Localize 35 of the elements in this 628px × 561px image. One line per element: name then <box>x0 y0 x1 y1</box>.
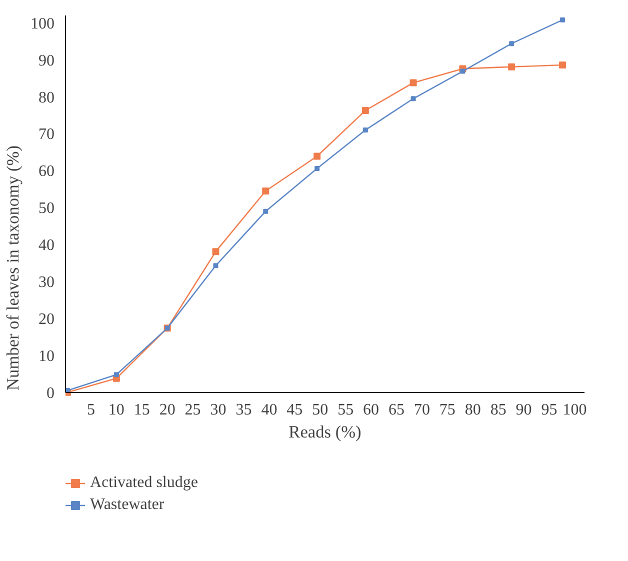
x-tick-label: 25 <box>184 401 201 418</box>
x-tick-label: 30 <box>210 401 226 418</box>
x-tick-label: 95 <box>541 401 558 418</box>
legend-label: Activated sludge <box>90 474 198 492</box>
x-tick-label: 65 <box>388 401 404 418</box>
x-tick-label: 40 <box>261 401 278 418</box>
x-tick-label: 80 <box>464 401 481 418</box>
x-tick-label: 60 <box>363 401 380 418</box>
x-tick-label: 5 <box>86 401 95 418</box>
y-tick-label: 100 <box>30 15 54 32</box>
y-tick-label: 90 <box>38 52 54 70</box>
legend-label: Wastewater <box>90 496 164 514</box>
x-tick-label: 90 <box>516 401 532 418</box>
x-axis-title: Reads (%) <box>288 422 362 442</box>
x-tick-label: 75 <box>439 401 456 418</box>
y-tick-label: 80 <box>38 89 54 106</box>
y-tick-label: 10 <box>38 348 54 365</box>
x-tick-label: 70 <box>414 401 430 418</box>
x-tick-label: 100 <box>562 401 587 418</box>
y-axis-title: Number of leaves in taxonomy (%) <box>4 145 22 390</box>
x-tick-label: 50 <box>312 401 328 418</box>
y-tick-label: 40 <box>38 237 54 254</box>
x-tick-label: 15 <box>134 401 150 418</box>
y-tick-label: 20 <box>38 310 54 328</box>
y-tick-label: 30 <box>38 274 54 292</box>
y-tick-label: 50 <box>38 200 54 218</box>
x-tick-label: 85 <box>490 401 506 418</box>
x-tick-label: 45 <box>286 401 303 418</box>
x-tick-label: 10 <box>108 401 124 418</box>
x-tick-label: 20 <box>159 401 176 418</box>
x-tick-label: 55 <box>338 401 354 418</box>
y-tick-label: 60 <box>38 163 54 180</box>
x-tick-label: 35 <box>236 401 252 418</box>
y-tick-label: 0 <box>46 384 54 402</box>
y-tick-label: 70 <box>38 126 54 144</box>
